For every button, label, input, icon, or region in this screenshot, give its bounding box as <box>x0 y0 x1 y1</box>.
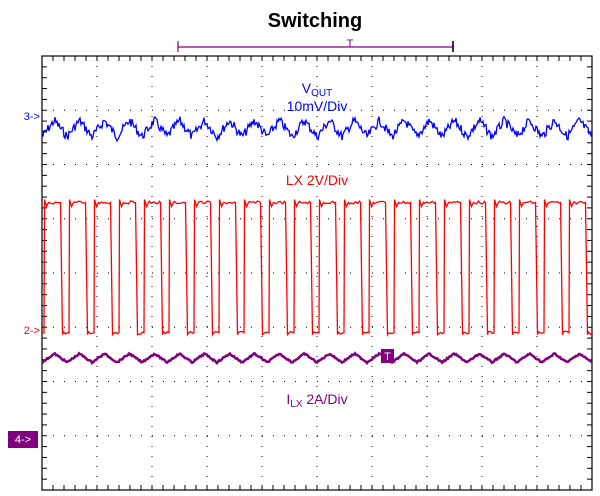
horizontal-position-bar: T <box>177 38 454 52</box>
trigger-position-marker: T <box>347 38 354 50</box>
ilx-label: ILX 2A/Div <box>286 391 347 410</box>
graticule <box>41 55 593 491</box>
trigger-marker: T <box>384 351 391 363</box>
vout-scale: 10mV/Div <box>287 98 348 114</box>
ilx-trace <box>41 351 593 365</box>
vout-trace <box>41 115 593 143</box>
trigger-marker-box <box>381 349 394 363</box>
ch4-marker: 4-> <box>15 434 31 446</box>
chart-title: Switching <box>268 10 362 32</box>
ch2-marker: 2-> <box>24 325 40 337</box>
ch3-marker: 3-> <box>24 111 40 123</box>
vout-label: VOUT <box>302 80 332 99</box>
lx-label: LX 2V/Div <box>286 172 348 188</box>
lx-trace <box>42 199 593 337</box>
ch4-marker-box <box>8 431 38 448</box>
